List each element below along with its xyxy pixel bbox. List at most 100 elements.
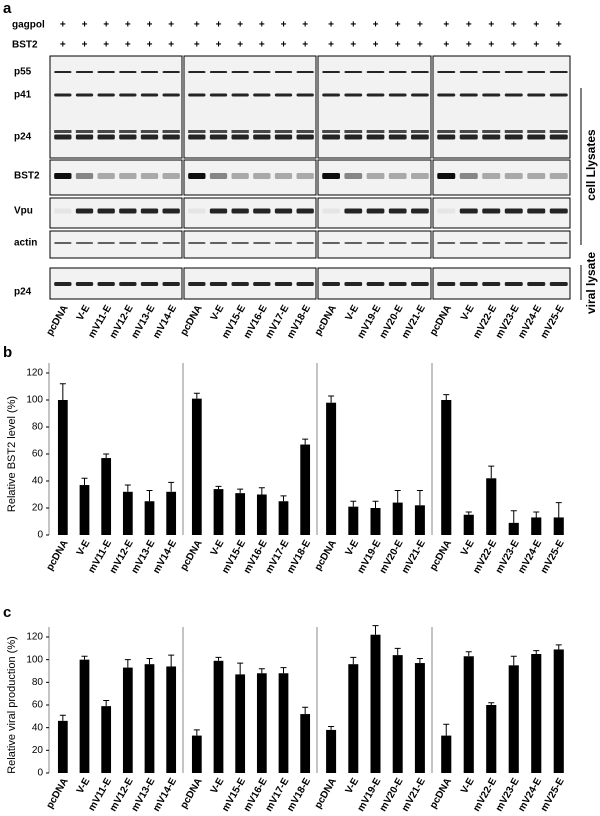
y-axis-label: Relative viral production (%) <box>6 636 18 774</box>
blot-band <box>504 93 523 97</box>
blot-band <box>97 208 115 214</box>
blot-band <box>549 208 568 214</box>
blot-band <box>527 71 546 73</box>
x-tick-label: pcDNA <box>45 538 71 572</box>
bar <box>463 656 474 773</box>
blot-band <box>388 130 407 133</box>
blot-band <box>504 282 523 286</box>
blot-band <box>119 93 137 97</box>
error-bar <box>280 667 287 674</box>
blot-box <box>432 230 571 259</box>
plus-sign: + <box>125 20 131 31</box>
error-bar <box>124 484 131 492</box>
blot-band <box>411 173 429 179</box>
blot-band <box>411 282 429 286</box>
lane-label: V-E <box>75 303 93 323</box>
blot-band <box>322 208 340 214</box>
blot-band <box>437 208 456 214</box>
blot-band <box>322 93 340 97</box>
blot-band <box>322 242 340 244</box>
blot-band <box>162 130 180 133</box>
blot-band <box>97 173 115 179</box>
plus-sign: + <box>60 40 66 51</box>
blot-band <box>459 208 478 214</box>
blot-band <box>253 93 271 97</box>
error-bar <box>103 699 110 707</box>
blot-band <box>75 71 94 73</box>
bar <box>414 505 425 535</box>
blot-band <box>75 208 94 214</box>
blot-box <box>432 159 571 196</box>
error-bar <box>394 489 401 503</box>
bar <box>348 506 359 535</box>
blot-band <box>459 282 478 286</box>
blot-band <box>140 71 159 73</box>
blot-band <box>482 130 501 133</box>
bar <box>101 458 112 535</box>
blot-band <box>322 71 340 73</box>
bar <box>553 649 564 773</box>
blot-band <box>388 208 407 214</box>
y-axis-label: Relative BST2 level (%) <box>6 396 18 512</box>
plus-sign: + <box>556 20 562 31</box>
error-bar <box>280 495 287 502</box>
blot-band <box>209 242 228 244</box>
blot-band <box>437 134 456 140</box>
plus-sign: + <box>466 20 472 31</box>
bar <box>101 706 112 773</box>
blot-band <box>322 130 340 133</box>
error-bar <box>510 655 517 666</box>
blot-band <box>344 93 363 97</box>
blot-band <box>459 134 478 140</box>
panel-label: b <box>3 344 12 361</box>
blot-band <box>366 71 385 73</box>
blot-band <box>119 242 137 244</box>
error-bar <box>416 658 423 664</box>
bar <box>57 400 68 535</box>
error-bar <box>215 485 222 490</box>
y-tick-label: 60 <box>32 449 44 460</box>
error-bar <box>465 651 472 657</box>
blot-box <box>432 197 571 229</box>
blot-band <box>119 282 137 286</box>
side-label: viral lysate <box>584 252 598 314</box>
x-tick-label: pcDNA <box>428 538 454 572</box>
lane-label: V-E <box>344 303 362 323</box>
blot-band <box>231 208 249 214</box>
bar <box>441 735 452 773</box>
blot-band <box>411 71 429 73</box>
blot-band <box>344 71 363 73</box>
bar <box>392 502 403 535</box>
y-tick-label: 80 <box>32 677 44 688</box>
plus-sign: + <box>147 40 153 51</box>
blot-band <box>97 71 115 73</box>
error-bar <box>443 723 450 736</box>
blot-band <box>344 173 363 179</box>
y-tick-label: 100 <box>26 395 43 406</box>
blot-band <box>231 282 249 286</box>
blot-band <box>119 130 137 133</box>
plus-sign: + <box>103 20 109 31</box>
x-tick-label: V-E <box>459 538 477 558</box>
plus-sign: + <box>302 40 308 51</box>
y-tick-label: 0 <box>37 530 43 541</box>
x-tick-label: pcDNA <box>428 776 454 810</box>
blot-band <box>296 242 314 244</box>
bar <box>191 735 202 773</box>
blot-band <box>75 282 94 286</box>
plus-sign: + <box>373 40 379 51</box>
blot-label: actin <box>14 238 37 249</box>
blot-band <box>140 208 159 214</box>
blot-band <box>482 173 501 179</box>
blot-band <box>253 282 271 286</box>
bar <box>486 478 497 535</box>
x-tick-label: V-E <box>344 776 362 796</box>
blot-band <box>209 93 228 97</box>
error-bar <box>328 726 335 730</box>
blot-band <box>344 208 363 214</box>
blot-band <box>162 282 180 286</box>
blot-band <box>188 130 206 133</box>
bar <box>278 501 289 535</box>
blot-band <box>482 208 501 214</box>
